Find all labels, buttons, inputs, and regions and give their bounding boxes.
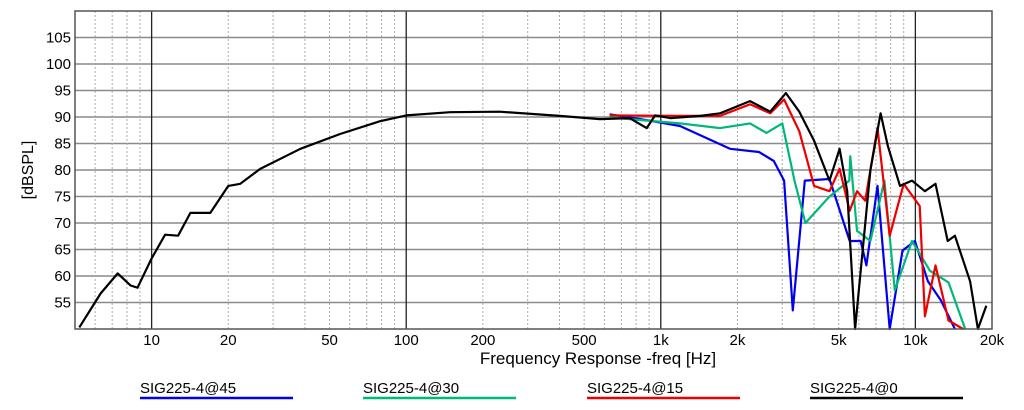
y-tick-label: 70 bbox=[54, 215, 71, 232]
grid bbox=[74, 11, 993, 329]
x-tick-label: 10 bbox=[143, 332, 160, 349]
y-tick-label: 65 bbox=[54, 242, 71, 259]
y-axis-ticks: 55 60 65 70 75 80 85 90 95 100 105 bbox=[46, 30, 71, 312]
y-tick-label: 105 bbox=[46, 30, 71, 47]
x-tick-label: 20 bbox=[220, 332, 237, 349]
x-tick-label: 50 bbox=[321, 332, 338, 349]
y-tick-label: 100 bbox=[46, 56, 71, 73]
legend-label: SIG225-4@0 bbox=[810, 380, 898, 397]
x-axis-ticks: 10 20 50 100 200 500 1k 2k 5k 10k 20k bbox=[143, 332, 1004, 349]
series-line-sig225-4-15 bbox=[609, 98, 964, 330]
x-tick-label: 10k bbox=[903, 332, 928, 349]
y-tick-label: 55 bbox=[54, 295, 71, 312]
legend: SIG225-4@45 SIG225-4@30 SIG225-4@15 SIG225-… bbox=[140, 380, 963, 400]
y-tick-label: 75 bbox=[54, 189, 71, 206]
x-tick-label: 100 bbox=[394, 332, 419, 349]
series-lines bbox=[78, 92, 988, 331]
legend-label: SIG225-4@15 bbox=[587, 380, 683, 397]
y-axis-label: [dBSPL] bbox=[20, 141, 37, 200]
y-tick-label: 95 bbox=[54, 83, 71, 100]
y-tick-label: 90 bbox=[54, 109, 71, 126]
plot-frame bbox=[74, 10, 993, 330]
legend-label: SIG225-4@45 bbox=[140, 380, 236, 397]
x-tick-label: 200 bbox=[470, 332, 495, 349]
series-line-sig225-4-0 bbox=[78, 92, 988, 331]
x-tick-label: 1k bbox=[653, 332, 669, 349]
y-tick-label: 60 bbox=[54, 268, 71, 285]
series-line-sig225-4-30 bbox=[609, 116, 967, 330]
x-axis-label: Frequency Response -freq [Hz] bbox=[480, 349, 716, 368]
x-tick-label: 2k bbox=[730, 332, 746, 349]
x-tick-label: 20k bbox=[980, 332, 1005, 349]
y-tick-label: 80 bbox=[54, 162, 71, 179]
x-tick-label: 500 bbox=[572, 332, 597, 349]
legend-label: SIG225-4@30 bbox=[363, 380, 459, 397]
x-tick-label: 5k bbox=[831, 332, 847, 349]
y-tick-label: 85 bbox=[54, 136, 71, 153]
